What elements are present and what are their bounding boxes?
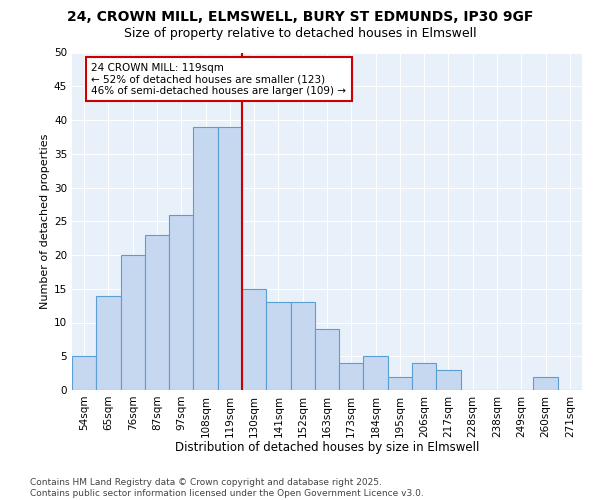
Text: Size of property relative to detached houses in Elmswell: Size of property relative to detached ho… — [124, 28, 476, 40]
Bar — [242, 289, 266, 390]
Bar — [364, 356, 388, 390]
Bar — [315, 329, 339, 390]
Bar — [290, 302, 315, 390]
Bar — [193, 126, 218, 390]
Text: 24, CROWN MILL, ELMSWELL, BURY ST EDMUNDS, IP30 9GF: 24, CROWN MILL, ELMSWELL, BURY ST EDMUND… — [67, 10, 533, 24]
Y-axis label: Number of detached properties: Number of detached properties — [40, 134, 50, 309]
X-axis label: Distribution of detached houses by size in Elmswell: Distribution of detached houses by size … — [175, 441, 479, 454]
Bar — [266, 302, 290, 390]
Text: Contains HM Land Registry data © Crown copyright and database right 2025.
Contai: Contains HM Land Registry data © Crown c… — [30, 478, 424, 498]
Bar — [218, 126, 242, 390]
Bar — [96, 296, 121, 390]
Bar — [436, 370, 461, 390]
Bar — [121, 255, 145, 390]
Bar — [412, 363, 436, 390]
Text: 24 CROWN MILL: 119sqm
← 52% of detached houses are smaller (123)
46% of semi-det: 24 CROWN MILL: 119sqm ← 52% of detached … — [91, 62, 346, 96]
Bar — [533, 376, 558, 390]
Bar — [169, 214, 193, 390]
Bar — [72, 356, 96, 390]
Bar — [339, 363, 364, 390]
Bar — [145, 235, 169, 390]
Bar — [388, 376, 412, 390]
